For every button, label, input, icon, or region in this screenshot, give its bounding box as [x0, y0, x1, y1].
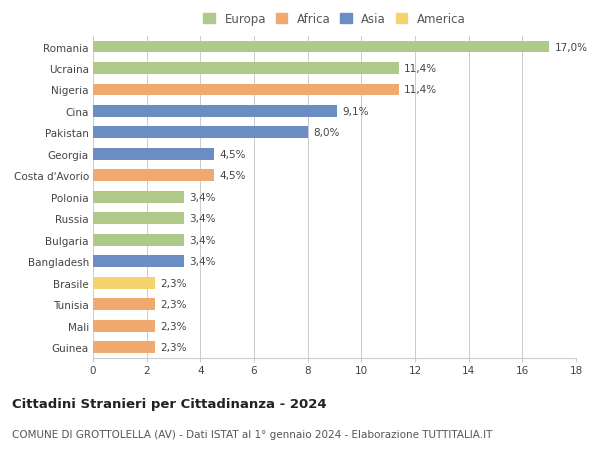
Text: 4,5%: 4,5% [219, 150, 245, 160]
Text: 9,1%: 9,1% [343, 106, 369, 117]
Text: Cittadini Stranieri per Cittadinanza - 2024: Cittadini Stranieri per Cittadinanza - 2… [12, 397, 326, 410]
Bar [93, 170, 214, 182]
Text: 2,3%: 2,3% [160, 278, 187, 288]
Bar [93, 341, 155, 353]
Text: 11,4%: 11,4% [404, 64, 437, 74]
Bar [93, 298, 155, 310]
Text: 2,3%: 2,3% [160, 342, 187, 353]
Text: 11,4%: 11,4% [404, 85, 437, 95]
Text: 4,5%: 4,5% [219, 171, 245, 181]
Text: 2,3%: 2,3% [160, 299, 187, 309]
Text: 8,0%: 8,0% [313, 128, 340, 138]
Bar [93, 256, 184, 268]
Bar [93, 234, 184, 246]
Text: 3,4%: 3,4% [190, 214, 216, 224]
Text: 3,4%: 3,4% [190, 257, 216, 267]
Bar [93, 277, 155, 289]
Legend: Europa, Africa, Asia, America: Europa, Africa, Asia, America [201, 11, 468, 28]
Text: 2,3%: 2,3% [160, 321, 187, 331]
Bar [93, 41, 549, 53]
Bar [93, 84, 399, 96]
Bar [93, 213, 184, 224]
Text: 17,0%: 17,0% [554, 42, 587, 52]
Bar [93, 149, 214, 160]
Text: 3,4%: 3,4% [190, 235, 216, 245]
Bar [93, 320, 155, 332]
Bar [93, 63, 399, 75]
Text: 3,4%: 3,4% [190, 192, 216, 202]
Bar [93, 191, 184, 203]
Bar [93, 106, 337, 118]
Bar [93, 127, 308, 139]
Text: COMUNE DI GROTTOLELLA (AV) - Dati ISTAT al 1° gennaio 2024 - Elaborazione TUTTIT: COMUNE DI GROTTOLELLA (AV) - Dati ISTAT … [12, 429, 493, 439]
